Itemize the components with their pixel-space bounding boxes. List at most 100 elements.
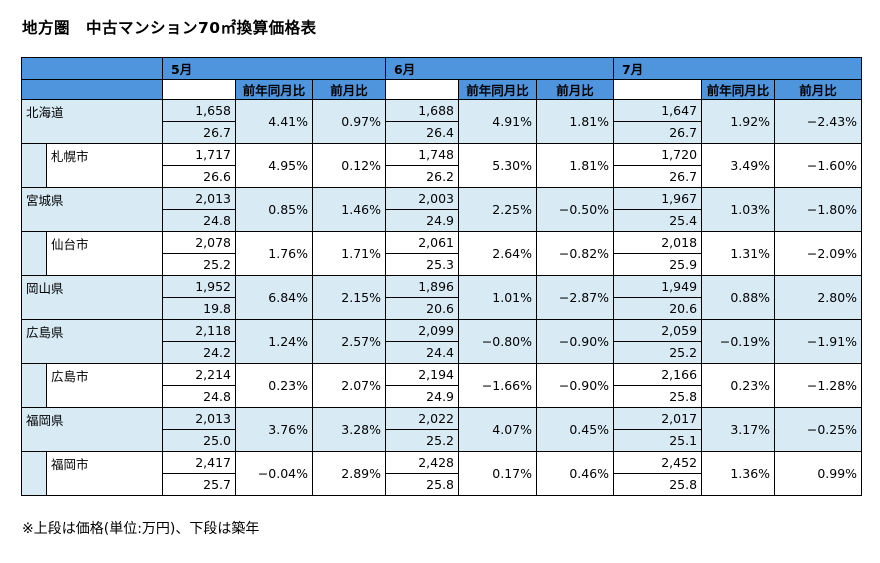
building-age-cell: 25.8	[385, 473, 460, 496]
mom-cell: 3.28%	[311, 407, 387, 452]
mom-cell: −0.50%	[536, 187, 615, 232]
mom-header: 前月比	[774, 79, 863, 100]
yoy-cell: 0.23%	[701, 363, 776, 408]
building-age-cell: 24.9	[385, 385, 460, 408]
price-cell: 2,166	[613, 363, 703, 386]
price-cell: 2,417	[162, 451, 236, 474]
mom-cell: −2.87%	[536, 275, 615, 320]
yoy-cell: 1.01%	[458, 275, 538, 320]
price-cell: 2,078	[162, 231, 236, 254]
price-cell: 1,748	[385, 143, 460, 166]
month-header: 5月	[161, 57, 387, 80]
yoy-header: 前年同月比	[458, 79, 538, 100]
mom-cell: −2.43%	[774, 99, 863, 144]
table-row: 25.0 25.2 25.1	[22, 429, 862, 452]
yoy-cell: 1.24%	[235, 319, 313, 364]
price-table: 5月 6月 7月 前年同月比 前月比 前年同月比 前月比 前年同月比 前月比 北…	[21, 57, 863, 496]
mom-cell: 1.81%	[536, 99, 615, 144]
price-cell: 1,967	[613, 187, 703, 210]
yoy-cell: 3.76%	[235, 407, 313, 452]
month-header: 7月	[613, 57, 863, 80]
footnote: ※上段は価格(単位:万円)、下段は築年	[22, 521, 260, 537]
yoy-cell: 5.30%	[458, 143, 538, 188]
building-age-cell: 25.0	[162, 429, 236, 452]
yoy-cell: 2.64%	[458, 231, 538, 276]
building-age-cell: 26.7	[613, 165, 703, 188]
building-age-cell: 25.8	[613, 385, 703, 408]
mom-cell: −0.82%	[536, 231, 615, 276]
table-row: 福岡県 2,013 3.76% 3.28% 2,022 4.07% 0.45% 2,017 3.…	[21, 407, 863, 452]
price-cell: 1,949	[613, 275, 703, 298]
region-indent	[21, 231, 47, 276]
region-name: 岡山県	[21, 275, 163, 320]
building-age-cell: 25.7	[162, 473, 236, 496]
building-age-cell: 25.4	[613, 209, 703, 232]
mom-cell: 2.89%	[311, 451, 387, 496]
mom-cell: 2.57%	[311, 319, 387, 364]
building-age-cell: 25.9	[613, 253, 703, 276]
building-age-cell: 25.2	[162, 253, 236, 276]
price-cell: 2,013	[162, 407, 236, 430]
building-age-cell: 25.2	[385, 429, 460, 452]
yoy-cell: −0.04%	[235, 451, 313, 496]
price-cell: 2,003	[385, 187, 460, 210]
mom-cell: 0.45%	[536, 407, 615, 452]
region-name: 広島市	[46, 363, 163, 408]
table-row: 札幌市 1,717 4.95% 0.12% 1,748 5.30% 1.81% 1,720 3.…	[21, 143, 863, 188]
price-cell: 1,952	[162, 275, 236, 298]
building-age-cell: 24.8	[162, 209, 236, 232]
yoy-cell: 0.23%	[235, 363, 313, 408]
building-age-cell: 24.4	[385, 341, 460, 364]
building-age-cell: 26.4	[385, 121, 460, 144]
building-age-cell: 20.6	[613, 297, 703, 320]
region-name: 北海道	[21, 99, 163, 144]
table-row: 26.6 26.2 26.7	[22, 165, 862, 188]
mom-cell: −0.90%	[536, 363, 615, 408]
mom-header: 前月比	[311, 79, 387, 100]
yoy-cell: 0.85%	[235, 187, 313, 232]
mom-cell: −1.28%	[774, 363, 863, 408]
price-cell: 2,013	[162, 187, 236, 210]
price-subheader	[613, 79, 703, 100]
region-name: 福岡市	[46, 451, 163, 496]
price-cell: 1,658	[162, 99, 236, 122]
building-age-cell: 24.8	[162, 385, 236, 408]
corner-cell	[21, 79, 163, 100]
month-header-row: 5月 6月 7月	[21, 57, 863, 80]
region-name: 仙台市	[46, 231, 163, 276]
price-cell: 2,194	[385, 363, 460, 386]
region-indent	[21, 143, 47, 188]
region-name: 札幌市	[46, 143, 163, 188]
yoy-cell: 1.36%	[701, 451, 776, 496]
mom-cell: 2.80%	[774, 275, 863, 320]
mom-cell: −1.80%	[774, 187, 863, 232]
price-subheader	[162, 79, 236, 100]
mom-cell: 1.46%	[311, 187, 387, 232]
price-cell: 2,214	[162, 363, 236, 386]
price-cell: 2,017	[613, 407, 703, 430]
building-age-cell: 26.7	[613, 121, 703, 144]
building-age-cell: 24.9	[385, 209, 460, 232]
mom-cell: −1.91%	[774, 319, 863, 364]
yoy-cell: 1.31%	[701, 231, 776, 276]
region-name: 広島県	[21, 319, 163, 364]
table-row: 広島県 2,118 1.24% 2.57% 2,099 −0.80% −0.90% 2,059…	[21, 319, 863, 364]
price-cell: 2,118	[162, 319, 236, 342]
mom-cell: 2.15%	[311, 275, 387, 320]
building-age-cell: 24.2	[162, 341, 236, 364]
building-age-cell: 26.6	[162, 165, 236, 188]
price-cell: 2,061	[385, 231, 460, 254]
yoy-cell: 1.76%	[235, 231, 313, 276]
mom-cell: −2.09%	[774, 231, 863, 276]
table-row: 岡山県 1,952 6.84% 2.15% 1,896 1.01% −2.87% 1,949 0…	[21, 275, 863, 320]
yoy-cell: 6.84%	[235, 275, 313, 320]
month-header: 6月	[385, 57, 615, 80]
price-cell: 2,428	[385, 451, 460, 474]
price-cell: 2,022	[385, 407, 460, 430]
yoy-cell: 3.17%	[701, 407, 776, 452]
price-cell: 1,688	[385, 99, 460, 122]
price-cell: 1,896	[385, 275, 460, 298]
table-row: 26.7 26.4 26.7	[22, 121, 862, 144]
mom-cell: 2.07%	[311, 363, 387, 408]
mom-cell: 0.46%	[536, 451, 615, 496]
